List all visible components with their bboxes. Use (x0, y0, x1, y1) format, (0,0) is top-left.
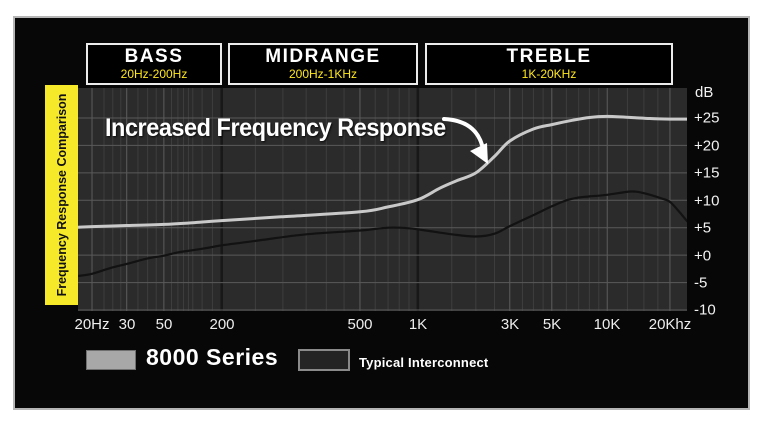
legend-swatch-8000-series (86, 350, 136, 370)
frequency-response-chart (78, 88, 687, 311)
y-axis-unit-label: dB (695, 84, 714, 101)
x-tick-label: 20Hz (74, 316, 110, 333)
x-tick-label: 3K (500, 316, 520, 333)
band-treble-title: TREBLE (506, 45, 592, 67)
x-tick-label: 5K (542, 316, 562, 333)
y-tick-label: +20 (694, 137, 720, 154)
y-tick-label: +15 (694, 164, 720, 182)
x-tick-label: 200 (209, 316, 235, 333)
x-tick-label: 500 (347, 316, 373, 333)
y-tick-label: +25 (694, 109, 720, 127)
x-tick-label: 30 (118, 316, 136, 333)
legend-swatch-typical-interconnect (298, 349, 350, 371)
band-header-bass: BASS 20Hz-200Hz (86, 43, 222, 85)
legend-label-typical-interconnect: Typical Interconnect (359, 355, 489, 370)
annotation-text: Increased Frequency Response (105, 114, 446, 142)
side-label-strip: Frequency Response Comparison (45, 85, 78, 305)
x-tick-label: 50 (155, 316, 173, 333)
x-tick-label: 1K (408, 316, 428, 333)
y-tick-label: +10 (694, 192, 720, 209)
x-tick-label: 20Khz (648, 316, 692, 333)
band-bass-range: 20Hz-200Hz (120, 67, 188, 82)
y-tick-label: +5 (694, 219, 712, 237)
band-header-midrange: MIDRANGE 200Hz-1KHz (228, 43, 418, 85)
y-tick-label: +0 (694, 247, 712, 264)
band-bass-title: BASS (124, 45, 184, 67)
y-tick-label: -5 (694, 274, 708, 292)
band-header-treble: TREBLE 1K-20KHz (425, 43, 673, 85)
legend-label-8000-series: 8000 Series (146, 344, 279, 370)
band-midrange-title: MIDRANGE (265, 45, 381, 67)
band-midrange-range: 200Hz-1KHz (288, 67, 358, 82)
x-tick-label: 10K (593, 316, 621, 333)
plot-area (78, 88, 687, 311)
band-treble-range: 1K-20KHz (521, 67, 577, 82)
side-label-text: Frequency Response Comparison (54, 93, 69, 297)
annotation-arrowhead (470, 143, 488, 164)
y-tick-label: -10 (694, 301, 716, 319)
annotation-arrow (442, 117, 484, 147)
